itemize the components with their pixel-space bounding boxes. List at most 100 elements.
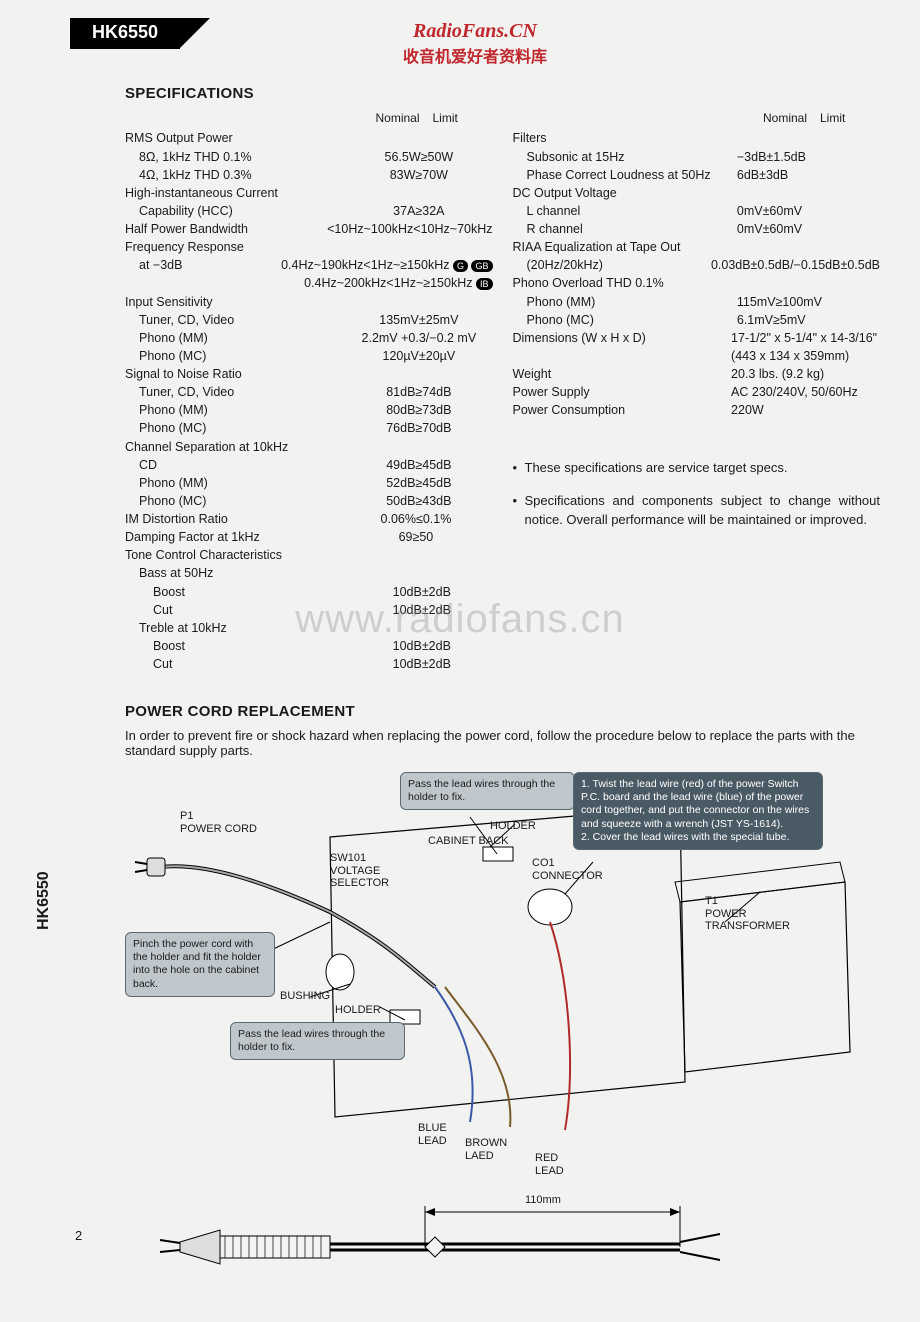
note-item: Specifications and components subject to… bbox=[513, 492, 881, 530]
spec-label: 4Ω, 1kHz THD 0.3% bbox=[125, 166, 345, 184]
spec-row: Treble at 10kHz bbox=[125, 619, 493, 637]
spec-label: Half Power Bandwidth bbox=[125, 220, 327, 238]
spec-row: Phono (MM)115mV≥100mV bbox=[513, 293, 881, 311]
spec-row: IM Distortion Ratio0.06%≤0.1% bbox=[125, 510, 493, 528]
specifications-table: Nominal Limit RMS Output Power8Ω, 1kHz T… bbox=[125, 110, 880, 673]
label-t1: T1 POWER TRANSFORMER bbox=[705, 895, 790, 933]
spec-row: Bass at 50Hz bbox=[125, 564, 493, 582]
label-brown: BROWN LAED bbox=[465, 1137, 507, 1162]
spec-row: Signal to Noise Ratio bbox=[125, 365, 493, 383]
spec-row: Phono (MC)50dB≥43dB bbox=[125, 492, 493, 510]
spec-label: Damping Factor at 1kHz bbox=[125, 528, 339, 546]
spec-label: DC Output Voltage bbox=[513, 184, 722, 202]
spec-row: Input Sensitivity bbox=[125, 293, 493, 311]
spec-row: Cut10dB±2dB bbox=[125, 601, 493, 619]
spec-value: (443 x 134 x 359mm) bbox=[721, 347, 880, 365]
spec-row: R channel0mV±60mV bbox=[513, 220, 881, 238]
spec-label: Boost bbox=[125, 637, 351, 655]
spec-label: Frequency Response bbox=[125, 238, 339, 256]
spec-row: 8Ω, 1kHz THD 0.1%56.5W≥50W bbox=[125, 148, 493, 166]
note-item: These specifications are service target … bbox=[513, 459, 881, 478]
spec-row: Phono Overload THD 0.1% bbox=[513, 274, 881, 292]
spec-row: Boost10dB±2dB bbox=[125, 637, 493, 655]
spec-value: 80dB≥73dB bbox=[345, 401, 492, 419]
spec-label: Power Supply bbox=[513, 383, 722, 401]
spec-value bbox=[721, 238, 880, 256]
spec-label: IM Distortion Ratio bbox=[125, 510, 339, 528]
page-number: 2 bbox=[75, 1228, 82, 1243]
spec-value: −3dB±1.5dB bbox=[727, 148, 880, 166]
label-holder: HOLDER bbox=[490, 820, 536, 833]
spec-column-right: Nominal Limit FiltersSubsonic at 15Hz−3d… bbox=[513, 110, 881, 673]
spec-row: Phono (MM)80dB≥73dB bbox=[125, 401, 493, 419]
spec-row: 4Ω, 1kHz THD 0.3%83W≥70W bbox=[125, 166, 493, 184]
spec-value bbox=[339, 546, 492, 564]
spec-value: 115mV≥100mV bbox=[727, 293, 880, 311]
spec-row: Phono (MC)76dB≥70dB bbox=[125, 419, 493, 437]
model-text: HK6550 bbox=[70, 18, 180, 49]
spec-value: 76dB≥70dB bbox=[345, 419, 492, 437]
label-sw101: SW101 VOLTAGE SELECTOR bbox=[330, 852, 389, 890]
spec-row: Dimensions (W x H x D)17-1/2" x 5-1/4" x… bbox=[513, 329, 881, 347]
spec-row: Damping Factor at 1kHz69≥50 bbox=[125, 528, 493, 546]
label-p1: P1 POWER CORD bbox=[180, 810, 257, 835]
dimension-svg bbox=[125, 1192, 825, 1302]
spec-row: RIAA Equalization at Tape Out bbox=[513, 238, 881, 256]
spec-row: at −3dB0.4Hz~190kHz<1Hz~≥150kHz G GB bbox=[125, 256, 493, 274]
spec-value: 120µV±20µV bbox=[345, 347, 492, 365]
spec-row: Frequency Response bbox=[125, 238, 493, 256]
spec-value bbox=[721, 274, 880, 292]
spec-row: Phono (MC)6.1mV≥5mV bbox=[513, 311, 881, 329]
header-limit: Limit bbox=[433, 110, 493, 127]
spec-value bbox=[339, 238, 492, 256]
region-badge: G bbox=[453, 260, 468, 272]
spec-label: 8Ω, 1kHz THD 0.1% bbox=[125, 148, 345, 166]
spec-row: Subsonic at 15Hz−3dB±1.5dB bbox=[513, 148, 881, 166]
spec-value: 220W bbox=[721, 401, 880, 419]
spec-label: Channel Separation at 10kHz bbox=[125, 438, 339, 456]
spec-value: 10dB±2dB bbox=[351, 655, 492, 673]
spec-value: 6dB±3dB bbox=[727, 166, 880, 184]
spec-row: Weight20.3 lbs. (9.2 kg) bbox=[513, 365, 881, 383]
spec-value bbox=[339, 438, 492, 456]
spec-label bbox=[125, 274, 304, 292]
spec-value: 50dB≥43dB bbox=[345, 492, 492, 510]
spec-row: Half Power Bandwidth<10Hz~100kHz<10Hz~70… bbox=[125, 220, 493, 238]
spec-label: Weight bbox=[513, 365, 722, 383]
spec-label: Tone Control Characteristics bbox=[125, 546, 339, 564]
spec-value: 69≥50 bbox=[339, 528, 492, 546]
header-nominal: Nominal bbox=[750, 110, 820, 127]
spec-row: Cut10dB±2dB bbox=[125, 655, 493, 673]
spec-label: Capability (HCC) bbox=[125, 202, 345, 220]
side-model-label: HK6550 bbox=[35, 871, 53, 930]
header-nominal: Nominal bbox=[363, 110, 433, 127]
spec-label: Tuner, CD, Video bbox=[125, 383, 345, 401]
spec-label: Treble at 10kHz bbox=[125, 619, 345, 637]
label-blue: BLUE LEAD bbox=[418, 1122, 447, 1147]
spec-row: (20Hz/20kHz)0.03dB±0.5dB/−0.15dB±0.5dB bbox=[513, 256, 881, 274]
spec-value: 0mV±60mV bbox=[727, 220, 880, 238]
spec-row: Capability (HCC)37A≥32A bbox=[125, 202, 493, 220]
spec-label: Subsonic at 15Hz bbox=[513, 148, 727, 166]
spec-label: CD bbox=[125, 456, 345, 474]
spec-label: Bass at 50Hz bbox=[125, 564, 345, 582]
spec-row: Phono (MM)2.2mV +0.3/−0.2 mV bbox=[125, 329, 493, 347]
spec-value bbox=[339, 365, 492, 383]
spec-label: RIAA Equalization at Tape Out bbox=[513, 238, 722, 256]
spec-label: Phono (MM) bbox=[125, 474, 345, 492]
spec-value: 6.1mV≥5mV bbox=[727, 311, 880, 329]
spec-label: Phono (MC) bbox=[125, 492, 345, 510]
spec-row: High-instantaneous Current bbox=[125, 184, 493, 202]
spec-row: Channel Separation at 10kHz bbox=[125, 438, 493, 456]
header-limit: Limit bbox=[820, 110, 880, 127]
spec-value: 17-1/2" x 5-1/4" x 14-3/16" bbox=[721, 329, 880, 347]
spec-value: 83W≥70W bbox=[345, 166, 492, 184]
spec-label: Input Sensitivity bbox=[125, 293, 339, 311]
spec-value: 10dB±2dB bbox=[351, 583, 492, 601]
spec-value: AC 230/240V, 50/60Hz bbox=[721, 383, 880, 401]
spec-value: 0.4Hz~190kHz<1Hz~≥150kHz G GB bbox=[281, 256, 492, 274]
spec-row: Tuner, CD, Video135mV±25mV bbox=[125, 311, 493, 329]
spec-label: at −3dB bbox=[125, 256, 281, 274]
spec-label: Phono (MM) bbox=[125, 401, 345, 419]
spec-row: Tuner, CD, Video81dB≥74dB bbox=[125, 383, 493, 401]
